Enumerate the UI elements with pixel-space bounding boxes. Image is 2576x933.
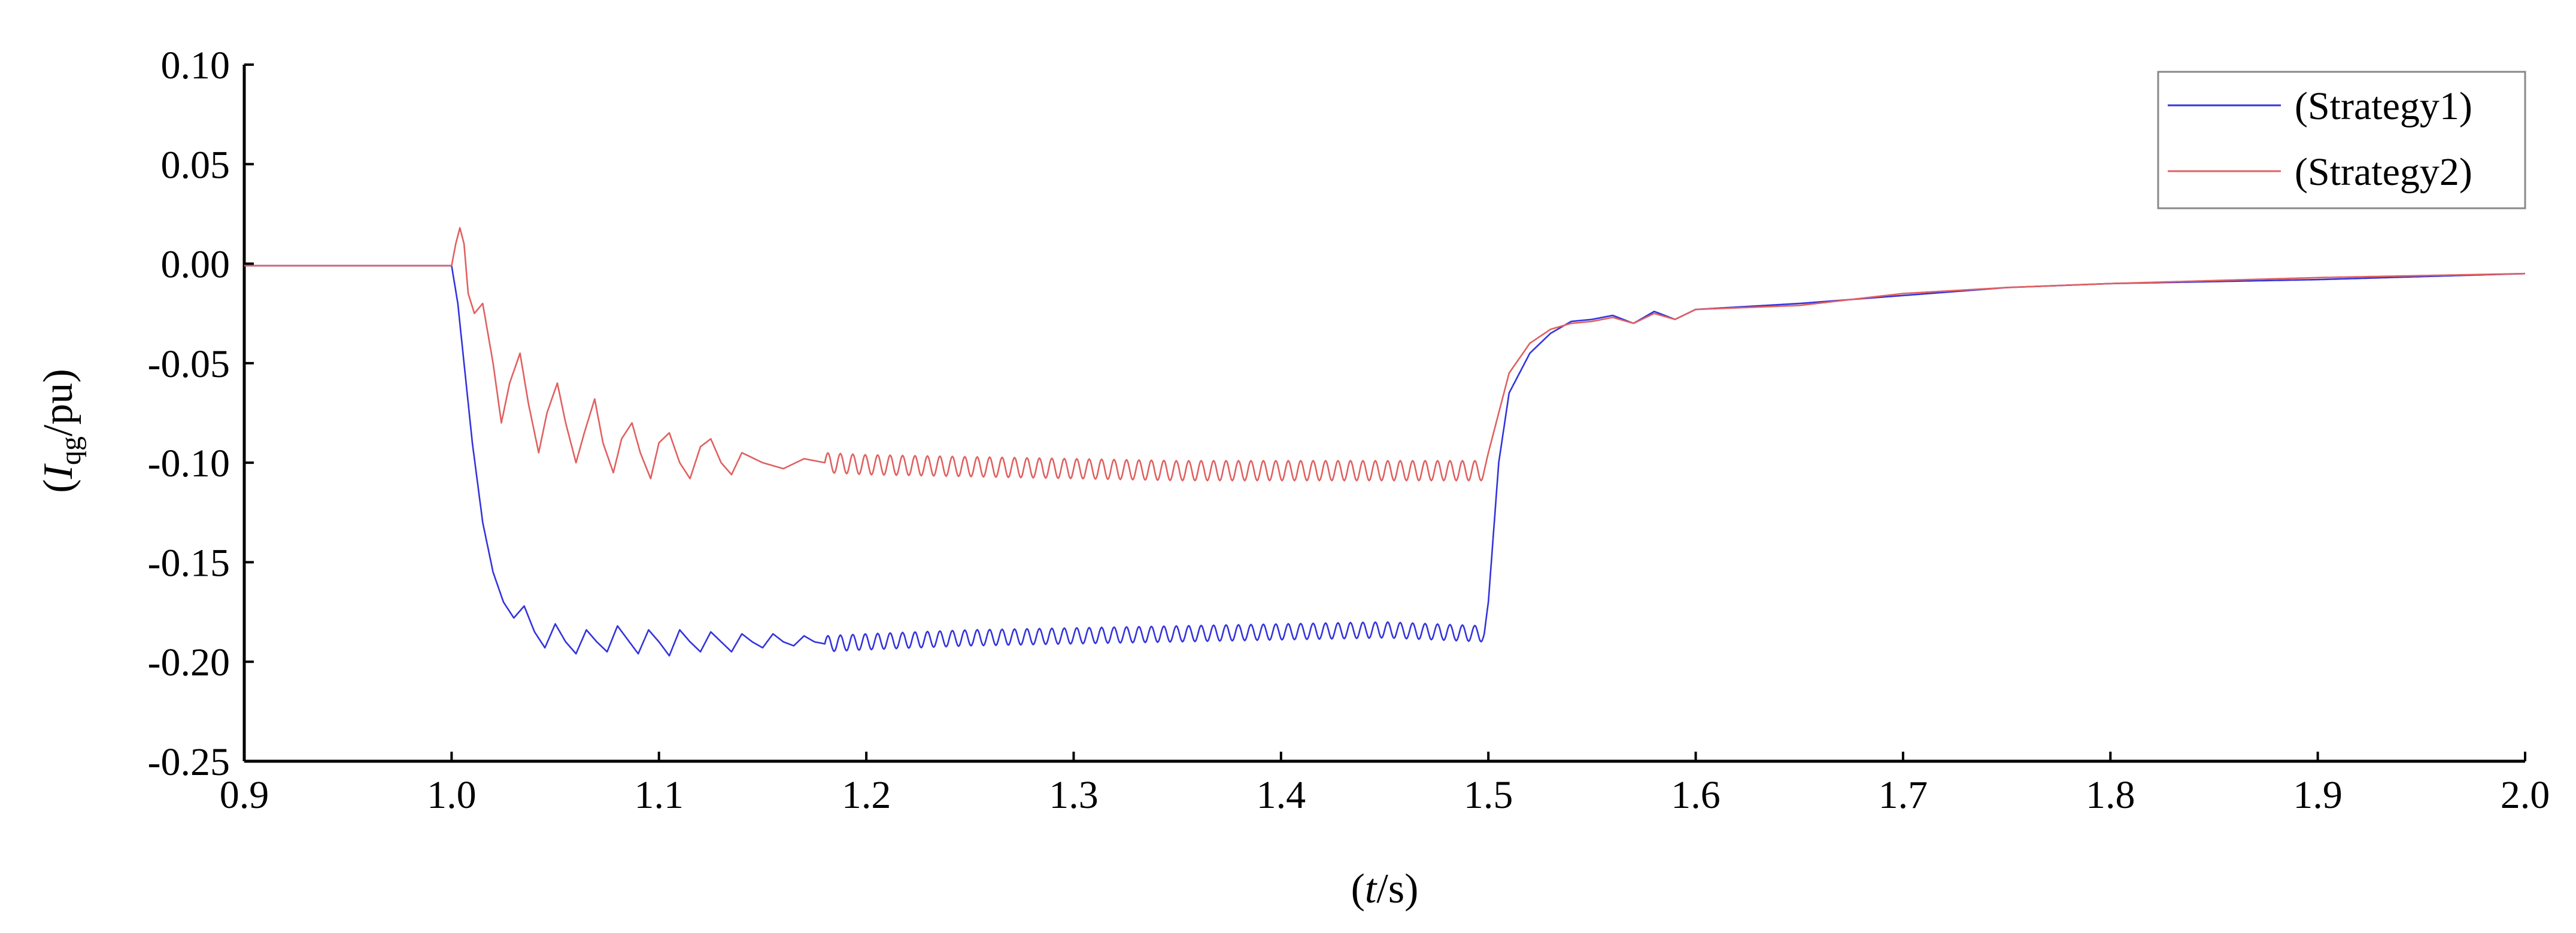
y-tick-label: -0.10 <box>148 442 230 485</box>
y-tick-label: 0.05 <box>161 143 230 187</box>
series-layer <box>244 227 2525 657</box>
x-axis-label: (t/s) <box>1351 866 1419 912</box>
x-tick-label: 1.9 <box>2293 773 2343 817</box>
x-tick-label: 1.5 <box>1464 773 1513 817</box>
axis-labels: (t/s) (Iqg/pu) <box>35 369 1418 912</box>
legend-label-1: (Strategy1) <box>2295 84 2472 128</box>
axes-layer: 0.9 1.0 1.1 1.2 1.3 1.4 1.5 1.6 1.7 1.8 1.9 2.0 0.10… <box>148 44 2550 817</box>
x-tick-label: 1.3 <box>1049 773 1099 817</box>
series-line-2 <box>244 227 2525 482</box>
x-tick-label: 1.4 <box>1257 773 1306 817</box>
x-tick-label: 1.7 <box>1879 773 1928 817</box>
x-tick-label: 1.2 <box>842 773 891 817</box>
y-tick-label: -0.25 <box>148 740 230 784</box>
y-tick-label: -0.15 <box>148 541 230 585</box>
y-tick-label: -0.20 <box>148 641 230 685</box>
y-axis-label: (Iqg/pu) <box>35 369 87 493</box>
y-tick-label: 0.10 <box>161 44 230 87</box>
y-tick-label: -0.05 <box>148 342 230 386</box>
x-tick-label: 1.8 <box>2086 773 2135 817</box>
x-tick-label: 0.9 <box>220 773 269 817</box>
y-tick-label: 0.00 <box>161 243 230 287</box>
x-tick-label: 1.0 <box>427 773 477 817</box>
legend-label-2: (Strategy2) <box>2295 150 2472 194</box>
x-tick-label: 1.1 <box>634 773 684 817</box>
x-tick-label: 1.6 <box>1671 773 1721 817</box>
x-tick-label: 2.0 <box>2501 773 2550 817</box>
legend-box <box>2157 71 2526 209</box>
series-line-1 <box>244 265 2525 657</box>
legend: (Strategy1) (Strategy2) <box>2157 71 2526 209</box>
